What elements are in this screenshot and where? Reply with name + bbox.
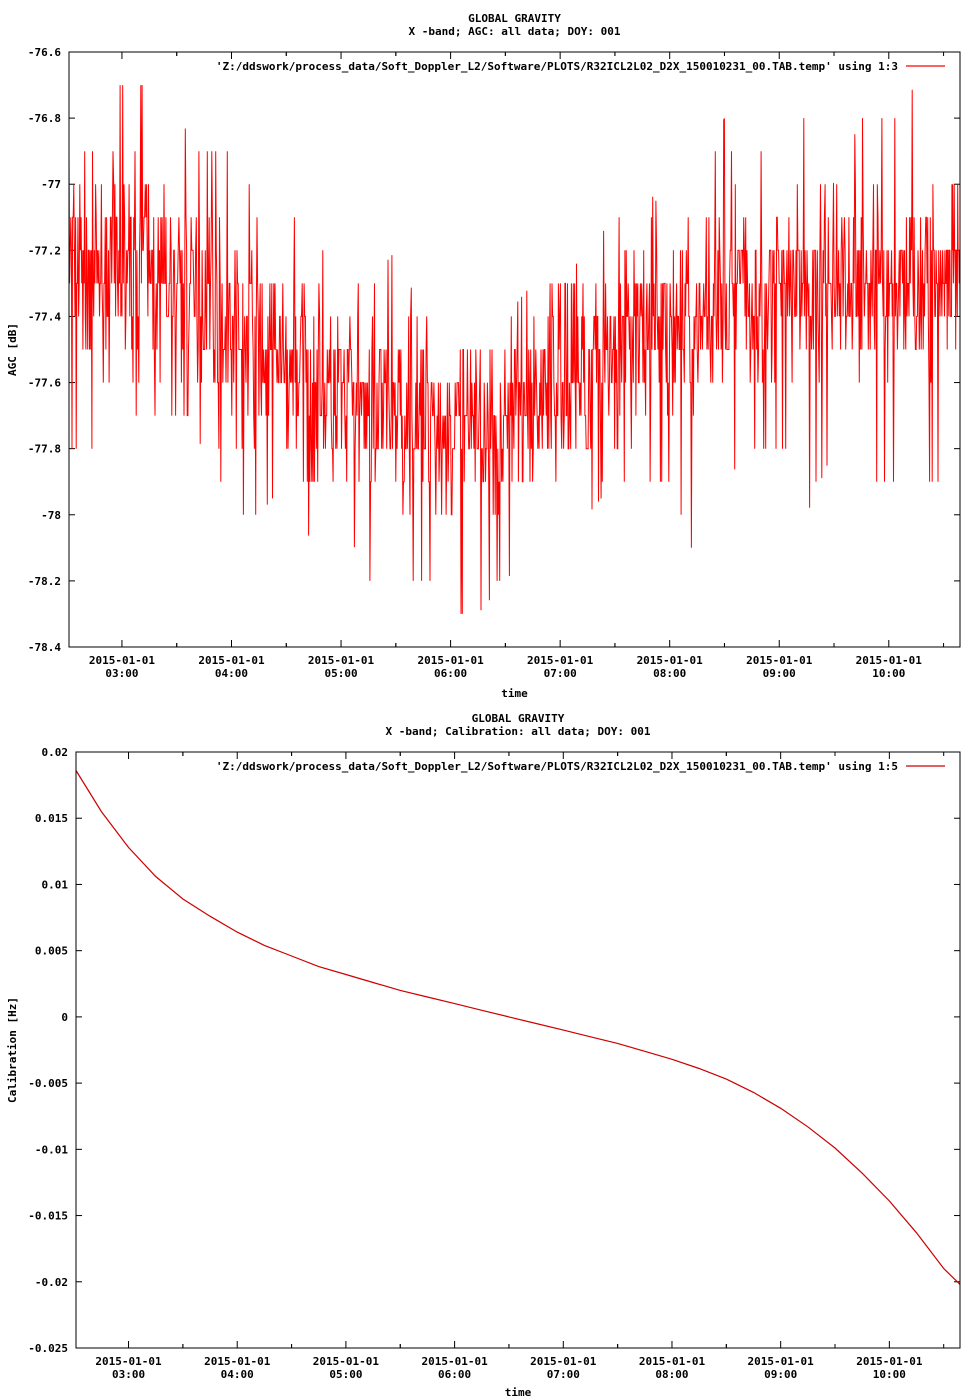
x-tick-time: 08:00 (653, 667, 686, 680)
x-tick-time: 05:00 (324, 667, 357, 680)
y-tick-label: -76.6 (28, 46, 61, 59)
x-tick-date: 2015-01-01 (95, 1355, 162, 1368)
chart-title: GLOBAL GRAVITY (468, 12, 561, 25)
x-tick-date: 2015-01-01 (204, 1355, 271, 1368)
y-tick-label: -78.2 (28, 575, 61, 588)
y-tick-label: -0.02 (35, 1276, 68, 1289)
chart-subtitle: X -band; Calibration: all data; DOY: 001 (386, 725, 651, 738)
x-tick-date: 2015-01-01 (637, 654, 704, 667)
x-tick-date: 2015-01-01 (856, 654, 923, 667)
x-tick-date: 2015-01-01 (530, 1355, 597, 1368)
y-tick-label: -0.01 (35, 1143, 68, 1156)
x-tick-time: 08:00 (655, 1368, 688, 1381)
chart-subtitle: X -band; AGC: all data; DOY: 001 (409, 25, 621, 38)
y-tick-label: -0.015 (28, 1210, 68, 1223)
y-tick-label: -0.005 (28, 1077, 68, 1090)
y-tick-label: -77.2 (28, 244, 61, 257)
y-tick-label: 0.005 (35, 945, 68, 958)
series-line (75, 770, 961, 1285)
y-tick-label: -77.6 (28, 377, 61, 390)
y-tick-label: -77.8 (28, 443, 61, 456)
x-tick-time: 03:00 (112, 1368, 145, 1381)
plot-frame (75, 751, 961, 1349)
y-tick-label: 0.01 (42, 878, 69, 891)
x-tick-time: 07:00 (544, 667, 577, 680)
legend-label: 'Z:/ddswork/process_data/Soft_Doppler_L2… (216, 760, 898, 773)
x-tick-date: 2015-01-01 (639, 1355, 706, 1368)
y-tick-label: -78 (41, 509, 61, 522)
y-axis-label: Calibration [Hz] (6, 997, 19, 1103)
y-tick-label: 0.02 (42, 746, 69, 759)
x-tick-time: 06:00 (434, 667, 467, 680)
x-tick-time: 04:00 (215, 667, 248, 680)
x-tick-date: 2015-01-01 (856, 1355, 923, 1368)
y-tick-label: 0.015 (35, 812, 68, 825)
legend-label: 'Z:/ddswork/process_data/Soft_Doppler_L2… (216, 60, 898, 73)
x-axis-label: time (505, 1386, 532, 1399)
y-tick-label: -77.4 (28, 310, 61, 323)
y-tick-label: -0.025 (28, 1342, 68, 1355)
series-line (68, 85, 961, 614)
y-tick-label: -76.8 (28, 112, 61, 125)
y-tick-label: -77 (41, 178, 61, 191)
y-tick-label: -78.4 (28, 641, 61, 654)
x-tick-time: 09:00 (764, 1368, 797, 1381)
x-tick-date: 2015-01-01 (527, 654, 594, 667)
x-tick-date: 2015-01-01 (313, 1355, 380, 1368)
y-tick-label: 0 (61, 1011, 68, 1024)
x-tick-date: 2015-01-01 (417, 654, 484, 667)
x-tick-time: 04:00 (221, 1368, 254, 1381)
chart-title: GLOBAL GRAVITY (472, 712, 565, 725)
x-tick-time: 03:00 (105, 667, 138, 680)
x-tick-date: 2015-01-01 (198, 654, 265, 667)
y-axis-label: AGC [dB] (6, 323, 19, 376)
x-tick-time: 10:00 (873, 1368, 906, 1381)
x-tick-date: 2015-01-01 (89, 654, 156, 667)
x-tick-date: 2015-01-01 (746, 654, 813, 667)
x-tick-time: 05:00 (329, 1368, 362, 1381)
x-tick-time: 07:00 (547, 1368, 580, 1381)
x-tick-time: 06:00 (438, 1368, 471, 1381)
x-tick-time: 10:00 (872, 667, 905, 680)
x-tick-date: 2015-01-01 (421, 1355, 488, 1368)
x-tick-date: 2015-01-01 (308, 654, 375, 667)
x-tick-date: 2015-01-01 (748, 1355, 815, 1368)
x-tick-time: 09:00 (763, 667, 796, 680)
plot-frame (68, 51, 961, 648)
x-axis-label: time (501, 687, 528, 700)
